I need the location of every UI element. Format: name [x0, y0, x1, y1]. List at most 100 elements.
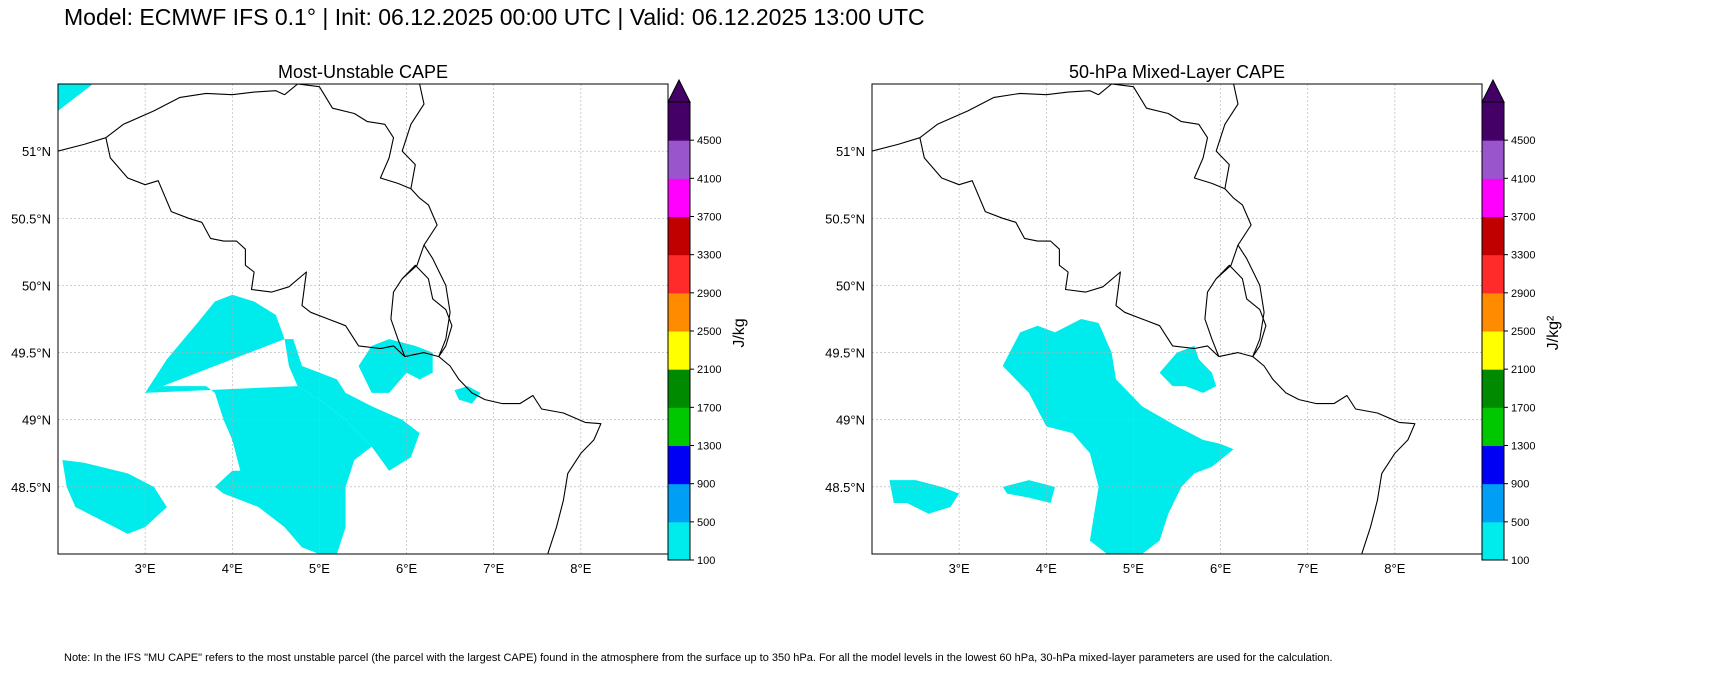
country-border	[401, 264, 453, 357]
colorbar-tick-label: 3300	[697, 250, 721, 262]
colorbar-tick-label: 4500	[1511, 135, 1535, 147]
cape-area	[1002, 480, 1055, 503]
country-border	[284, 84, 438, 280]
lon-tick-label: 8°E	[570, 561, 591, 576]
colorbar-tick-label: 4100	[1511, 173, 1535, 185]
cape-area	[62, 460, 167, 534]
colorbar-extend-triangle	[667, 78, 691, 103]
lon-tick-label: 5°E	[309, 561, 330, 576]
country-border	[1215, 264, 1267, 357]
colorbar-tick-label: 1300	[1511, 441, 1535, 453]
lat-tick-label: 49°N	[22, 413, 51, 428]
colorbar-segment	[1482, 445, 1504, 485]
colorbar-unit-label: J/kg²	[1545, 315, 1562, 350]
lon-tick-label: 4°E	[1036, 561, 1057, 576]
colorbar-tick-label: 4100	[697, 173, 721, 185]
lat-tick-label: 50°N	[22, 278, 51, 293]
country-border	[423, 244, 451, 357]
colorbar-tick-label: 2500	[697, 326, 721, 338]
colorbar-tick-label: 900	[697, 479, 715, 491]
colorbar-tick-label: 500	[1511, 517, 1529, 529]
country-border	[58, 90, 285, 152]
colorbar-segment	[668, 292, 690, 332]
colorbar-tick-label: 2100	[697, 364, 721, 376]
lat-tick-label: 50.5°N	[11, 211, 51, 226]
lon-tick-label: 6°E	[396, 561, 417, 576]
country-border	[872, 90, 1099, 152]
colorbar-tick-label: 4500	[697, 135, 721, 147]
country-border	[1204, 278, 1220, 357]
cape-area	[145, 386, 372, 554]
lon-tick-label: 5°E	[1123, 561, 1144, 576]
colorbar-segment	[668, 331, 690, 370]
lon-tick-label: 6°E	[1210, 561, 1231, 576]
colorbar-tick-label: 900	[1511, 479, 1529, 491]
map-area	[58, 84, 668, 554]
colorbar-segment	[1482, 254, 1504, 294]
colorbar-segment	[668, 178, 690, 217]
colorbar-tick-label: 500	[697, 517, 715, 529]
lon-tick-label: 7°E	[483, 561, 504, 576]
country-border	[1237, 244, 1265, 357]
colorbar-segment	[1482, 331, 1504, 370]
colorbar-segment	[668, 369, 690, 408]
colorbar-segment	[668, 140, 690, 179]
country-border	[919, 137, 1220, 357]
cape-area	[214, 470, 289, 507]
colorbar-tick-label: 1700	[697, 402, 721, 414]
lon-tick-label: 3°E	[135, 561, 156, 576]
lat-tick-label: 50.5°N	[825, 211, 865, 226]
colorbar-segment	[1482, 483, 1504, 523]
colorbar-segment	[668, 216, 690, 256]
colorbar-segment	[1482, 216, 1504, 256]
cape-area	[284, 513, 337, 554]
cape-area	[1002, 319, 1234, 554]
lon-tick-label: 3°E	[949, 561, 970, 576]
colorbar-segment	[1482, 140, 1504, 179]
colorbar-segment	[1482, 407, 1504, 446]
panel-most-unstable-cape: Most-Unstable CAPE 3°E 4°E 5°E 6°E 7°E 8°E 51°N…	[11, 62, 748, 576]
colorbar-tick-label: 100	[697, 555, 715, 567]
country-border	[404, 352, 602, 554]
colorbar-segment	[1482, 369, 1504, 408]
colorbar-tick-label: 1300	[697, 441, 721, 453]
colorbar-unit-label: J/kg	[731, 318, 748, 347]
cape-area	[145, 294, 420, 471]
colorbar-tick-label: 2900	[1511, 288, 1535, 300]
country-border	[1218, 352, 1416, 554]
chart-title: Model: ECMWF IFS 0.1° | Init: 06.12.2025…	[64, 4, 925, 30]
colorbar-extend-block	[668, 102, 690, 141]
country-border	[105, 137, 406, 357]
colorbar-segment	[1482, 521, 1504, 561]
colorbar-segment	[668, 254, 690, 294]
map-area	[872, 84, 1482, 554]
colorbar-tick-label: 100	[1511, 555, 1529, 567]
country-border	[1098, 84, 1252, 280]
panel-title: Most-Unstable CAPE	[278, 62, 448, 82]
colorbar-tick-label: 3700	[697, 212, 721, 224]
footnote: Note: In the IFS "MU CAPE" refers to the…	[64, 652, 1333, 664]
colorbar-tick-label: 2900	[697, 288, 721, 300]
lat-tick-label: 49°N	[836, 413, 865, 428]
lon-tick-label: 4°E	[222, 561, 243, 576]
colorbar-extend-block	[1482, 102, 1504, 141]
cape-area	[1159, 345, 1217, 393]
colorbar-segment	[1482, 292, 1504, 332]
colorbar-segment	[668, 445, 690, 485]
colorbar-segment	[668, 521, 690, 561]
cape-area	[1089, 533, 1143, 554]
colorbar-segment	[1482, 178, 1504, 217]
lat-tick-label: 49.5°N	[825, 346, 865, 361]
map-frame	[57, 83, 669, 555]
cape-area	[889, 480, 960, 514]
colorbar-tick-label: 2500	[1511, 326, 1535, 338]
colorbar-segment	[668, 407, 690, 446]
cape-area	[58, 84, 93, 111]
country-border	[390, 278, 406, 357]
colorbar-tick-label: 1700	[1511, 402, 1535, 414]
lat-tick-label: 50°N	[836, 278, 865, 293]
lat-tick-label: 48.5°N	[11, 480, 51, 495]
panel-title: 50-hPa Mixed-Layer CAPE	[1069, 62, 1285, 82]
colorbar-tick-label: 2100	[1511, 364, 1535, 376]
